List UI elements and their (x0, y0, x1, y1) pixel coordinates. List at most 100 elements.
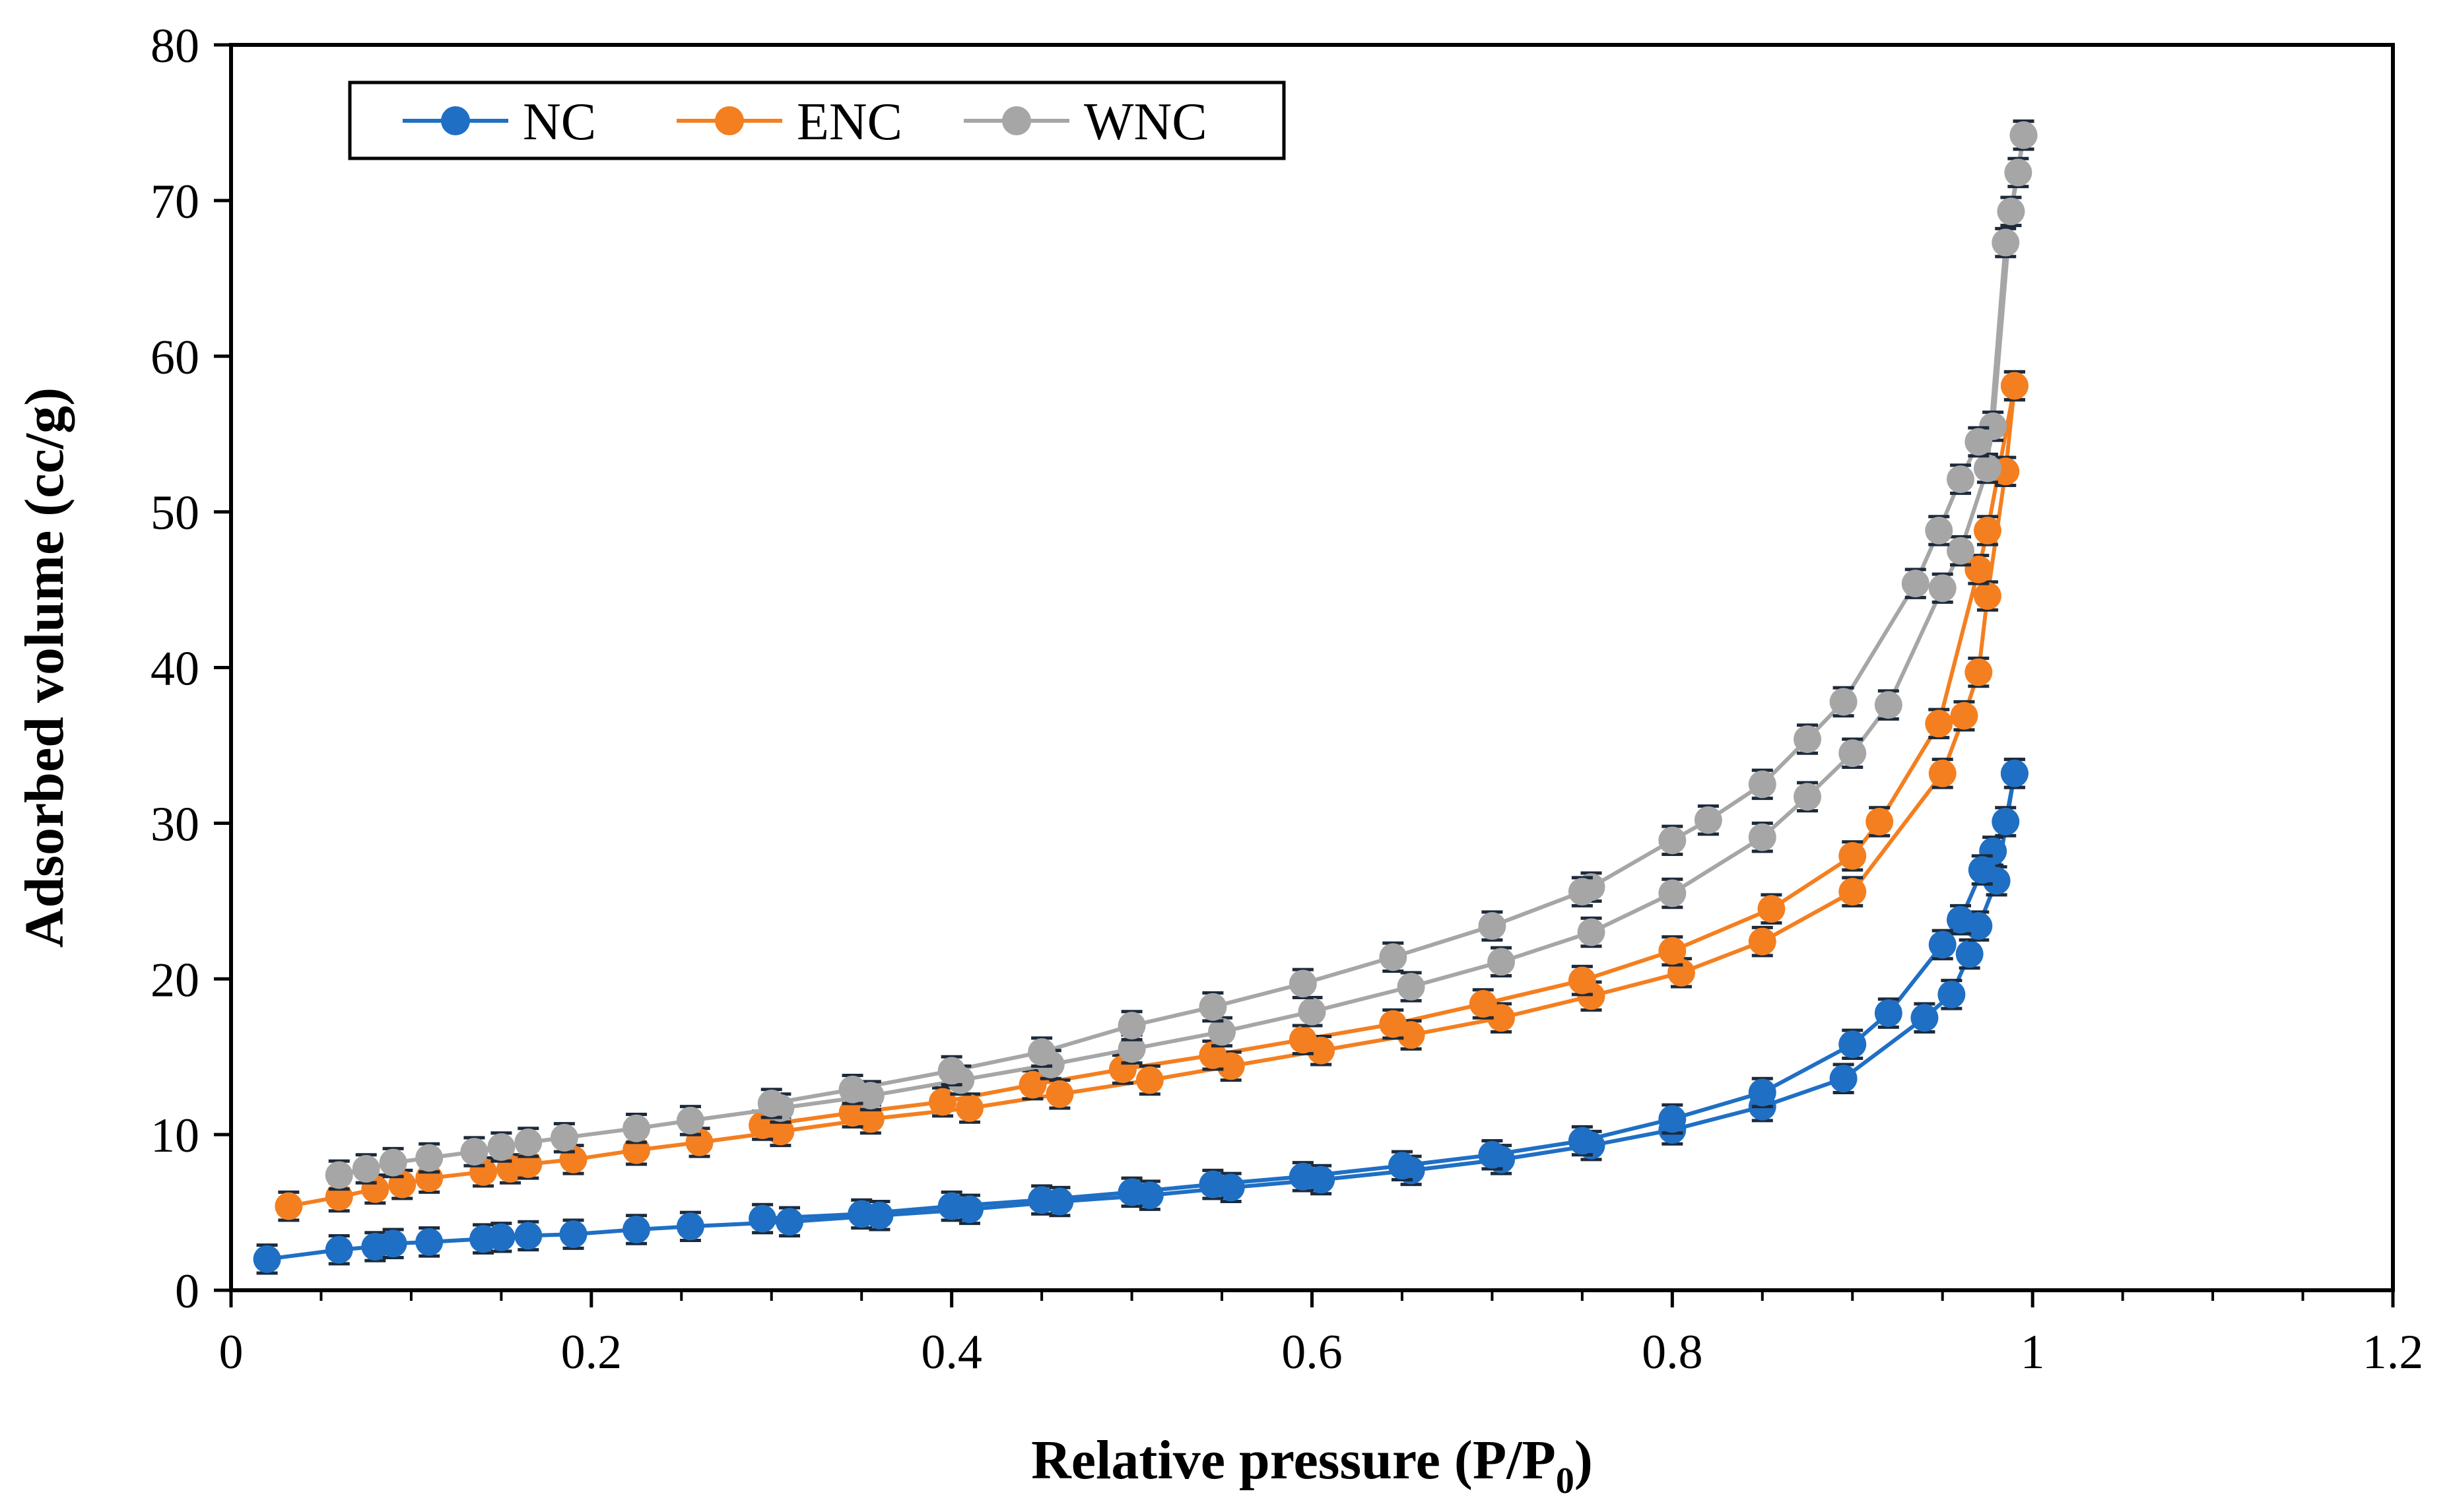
wnc-data-point (379, 1148, 407, 1177)
enc-data-point (2000, 372, 2029, 400)
nc-data-point (1838, 1030, 1867, 1059)
nc-data-point (1968, 856, 1996, 884)
nc-data-point (2000, 759, 2029, 787)
nc-data-point (1992, 808, 2020, 836)
x-tick-label: 0 (219, 1325, 244, 1379)
enc-data-point (1950, 702, 1978, 730)
tick-layer (214, 43, 2395, 1307)
x-tick-label: 0.6 (1281, 1325, 1343, 1379)
wnc-data-point (1118, 1035, 1146, 1063)
enc-data-point (1469, 989, 1497, 1018)
x-tick-label: 0.8 (1642, 1325, 1703, 1379)
nc-data-point (1289, 1162, 1317, 1191)
nc-data-point (1118, 1178, 1146, 1206)
wnc-data-point (1379, 943, 1407, 971)
legend-marker-enc (715, 106, 744, 135)
wnc-data-point (1973, 454, 2001, 482)
wnc-data-point (1928, 574, 1957, 603)
y-tick-label: 0 (175, 1265, 199, 1319)
x-tick-label: 1.2 (2363, 1325, 2424, 1379)
nc-data-point (1568, 1127, 1596, 1155)
legend-label-nc: NC (523, 93, 596, 151)
nc-data-point (1199, 1170, 1227, 1199)
x-tick-label: 1 (2021, 1325, 2045, 1379)
y-tick-label: 80 (151, 19, 199, 73)
wnc-data-point (1794, 725, 1822, 754)
wnc-data-point (1199, 993, 1227, 1021)
wnc-data-point (1577, 918, 1605, 946)
wnc-data-point (1568, 878, 1596, 906)
wnc-data-point (514, 1128, 543, 1156)
wnc-data-point (1874, 691, 1902, 719)
y-tick-label: 40 (151, 642, 199, 696)
enc-data-point (1658, 937, 1687, 965)
nc-data-point (559, 1220, 588, 1249)
wnc-data-point (2009, 121, 2038, 149)
wnc-data-point (1964, 428, 1993, 456)
wnc-data-point (1658, 879, 1687, 907)
wnc-data-point (1694, 806, 1722, 834)
y-tick-label: 60 (151, 331, 199, 385)
series-wnc (325, 119, 2038, 1191)
wnc-data-point (1748, 770, 1776, 799)
nc-data-point (1955, 940, 1984, 968)
wnc-data-point (1397, 973, 1425, 1001)
wnc-data-point (415, 1144, 444, 1172)
wnc-data-point (937, 1057, 966, 1085)
nc-data-point (379, 1230, 407, 1258)
series-layer (253, 119, 2038, 1275)
wnc-data-point (1478, 912, 1506, 940)
enc-data-point (1757, 895, 1786, 923)
enc-desorption-line (762, 385, 2017, 1127)
y-tick-label: 30 (151, 797, 199, 851)
wnc-data-point (1658, 826, 1687, 855)
wnc-data-point (1901, 570, 1930, 598)
nc-data-point (1748, 1078, 1776, 1107)
nc-data-point (1658, 1105, 1687, 1133)
nc-data-point (1388, 1152, 1416, 1180)
legend-label-enc: ENC (797, 93, 902, 151)
nc-data-point (848, 1200, 876, 1228)
y-tick-label: 10 (151, 1109, 199, 1163)
nc-data-point (1874, 999, 1902, 1028)
wnc-data-point (1829, 688, 1858, 716)
wnc-data-point (1947, 537, 1974, 565)
wnc-data-point (757, 1089, 786, 1117)
nc-data-point (1937, 980, 1966, 1008)
x-axis-title: Relative pressure (P/P0) (1031, 1430, 1593, 1501)
nc-data-point (622, 1216, 651, 1244)
enc-data-point (1928, 759, 1957, 787)
wnc-data-point (622, 1114, 651, 1142)
wnc-data-point (838, 1075, 867, 1103)
legend-marker-wnc (1002, 106, 1031, 135)
nc-data-point (749, 1204, 777, 1233)
enc-data-point (955, 1094, 984, 1123)
enc-data-point (1135, 1066, 1164, 1094)
legend: NC ENC WNC (348, 81, 1286, 160)
x-tick-label: 0.2 (561, 1325, 622, 1379)
wnc-data-point (1289, 970, 1317, 998)
x-axis-title-main: Relative pressure (P/P (1031, 1430, 1556, 1491)
enc-data-point (1379, 1010, 1407, 1038)
nc-data-point (776, 1208, 804, 1236)
enc-data-point (1046, 1080, 1074, 1108)
wnc-data-point (1992, 228, 2020, 257)
enc-data-point (1964, 658, 1993, 686)
wnc-data-point (487, 1133, 516, 1161)
enc-data-point (1838, 878, 1867, 906)
nc-data-point (415, 1228, 444, 1256)
enc-data-point (929, 1088, 957, 1116)
nc-data-point (1478, 1140, 1506, 1169)
wnc-data-point (1947, 465, 1974, 494)
enc-data-point (275, 1192, 303, 1220)
y-tick-label: 50 (151, 486, 199, 541)
series-nc (253, 758, 2029, 1275)
nc-data-point (1928, 931, 1957, 959)
enc-data-point (1973, 516, 2001, 544)
nc-data-point (1910, 1004, 1939, 1032)
legend-marker-nc (441, 106, 470, 135)
nc-data-point (487, 1223, 516, 1251)
